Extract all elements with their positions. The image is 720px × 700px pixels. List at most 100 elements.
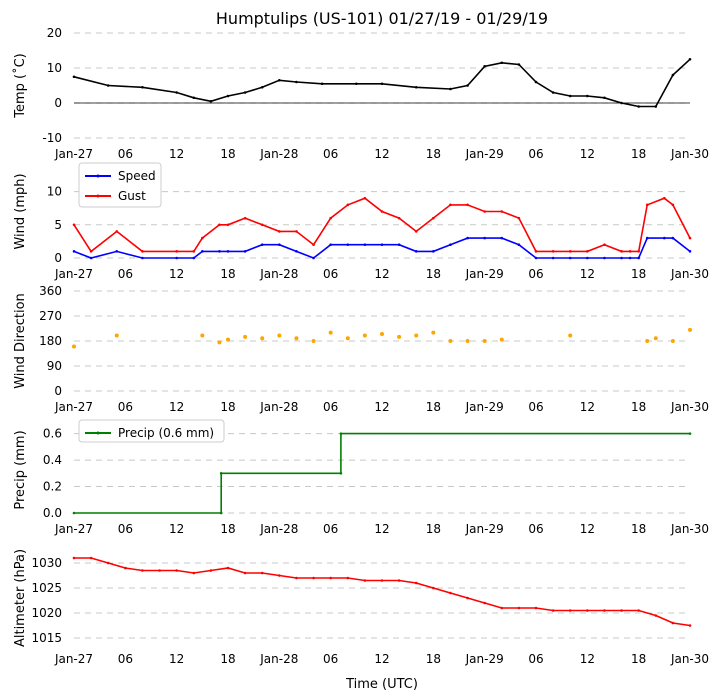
altimeter-point <box>141 569 144 572</box>
wind-point <box>89 250 93 253</box>
altimeter-point <box>671 621 675 625</box>
wind-xtick-label: 12 <box>169 267 184 281</box>
precip-series-precip-0-6-mm- <box>74 432 690 514</box>
altimeter-ytick-label: 1030 <box>31 556 62 570</box>
altimeter-point <box>449 591 452 595</box>
temp-ytick-label: -10 <box>42 131 62 145</box>
wind-series-speed <box>73 237 691 259</box>
direction-point <box>482 339 487 343</box>
wind-point <box>175 250 178 253</box>
wind-point <box>414 230 418 233</box>
altimeter-series-altimeter <box>74 557 691 627</box>
wind-point <box>663 196 666 200</box>
wind-xtick-label: 06 <box>528 267 543 281</box>
wind-point <box>226 223 230 227</box>
altimeter-point <box>175 569 178 572</box>
altimeter-point <box>260 571 264 575</box>
precip-point <box>219 511 223 515</box>
wind-point <box>414 250 418 253</box>
altimeter-point <box>192 571 196 575</box>
wind-point <box>517 216 521 220</box>
precip-ytick-label: 0.4 <box>43 453 62 467</box>
altimeter-point <box>568 609 572 612</box>
altimeter-point <box>295 576 298 580</box>
x-axis-label: Time (UTC) <box>345 677 418 692</box>
wind-point <box>432 216 435 220</box>
wind-point <box>115 230 119 233</box>
temp-point <box>586 94 589 98</box>
wind-ytick-label: 5 <box>54 218 62 232</box>
altimeter-xtick-label: 06 <box>528 652 543 666</box>
precip-legend-frame <box>78 419 225 443</box>
altimeter-point <box>483 601 486 605</box>
altimeter-point <box>654 614 658 617</box>
direction-ytick-label: 0 <box>54 384 62 398</box>
precip-legend: Precip (0.6 mm) <box>78 419 225 443</box>
wind-point <box>466 236 469 240</box>
wind-point <box>72 223 76 227</box>
temp-point <box>671 73 675 77</box>
direction-point <box>345 336 350 341</box>
wind-point <box>568 250 572 253</box>
wind-point <box>329 243 332 247</box>
altimeter-point <box>226 566 230 570</box>
wind-point <box>260 243 264 247</box>
wind-point <box>586 256 589 260</box>
temp-point <box>243 91 247 94</box>
wind-point <box>397 216 401 220</box>
wind-point <box>363 243 367 247</box>
wind-point <box>141 256 144 260</box>
altimeter-point <box>346 576 350 580</box>
altimeter-point <box>397 579 401 582</box>
wind-point <box>603 256 606 260</box>
direction-point <box>380 332 384 337</box>
wind-point <box>466 203 469 207</box>
altimeter-xtick-label: 12 <box>374 652 389 666</box>
altimeter-xtick-label: 12 <box>580 652 595 666</box>
wind-point <box>637 250 640 253</box>
temp-xtick-label: Jan-27 <box>54 147 93 161</box>
direction-point <box>200 333 205 338</box>
temp-xtick-label: 06 <box>118 147 133 161</box>
altimeter-xtick-label: 18 <box>220 652 235 666</box>
precip-xtick-label: Jan-28 <box>259 522 298 536</box>
direction-point <box>448 339 453 343</box>
wind-point <box>278 243 281 247</box>
altimeter-ytick-label: 1025 <box>31 581 62 595</box>
direction-ytick-label: 180 <box>39 334 62 348</box>
wind-point <box>201 236 204 240</box>
wind-xtick-label: 12 <box>580 267 595 281</box>
temp-point <box>355 82 358 86</box>
temp-point <box>637 105 640 108</box>
wind-point <box>688 236 692 240</box>
temp-xtick-label: 18 <box>426 147 441 161</box>
temp-point <box>320 82 324 86</box>
wind-point <box>620 250 623 253</box>
wind-point <box>586 250 589 253</box>
wind-series-gust <box>73 197 691 253</box>
wind-point <box>500 236 504 240</box>
wind-xtick-label: 06 <box>323 267 338 281</box>
altimeter-point <box>466 596 469 600</box>
altimeter-xtick-label: 18 <box>631 652 646 666</box>
direction-xtick-label: Jan-30 <box>670 400 709 414</box>
temp-ytick-label: 20 <box>47 26 62 40</box>
direction-point <box>568 333 573 338</box>
altimeter-xtick-label: 18 <box>426 652 441 666</box>
direction-xtick-label: 12 <box>374 400 389 414</box>
temp-ytick-label: 10 <box>47 61 62 75</box>
temp-xtick-label: 12 <box>169 147 184 161</box>
direction-point <box>217 340 222 345</box>
wind-point <box>449 243 452 247</box>
altimeter-point <box>209 569 213 572</box>
wind-point <box>637 256 640 260</box>
temp-ytick-label: 0 <box>54 96 62 110</box>
altimeter-point <box>158 569 161 572</box>
wind-xtick-label: Jan-30 <box>670 267 709 281</box>
altimeter-point <box>89 556 93 560</box>
direction-point <box>243 334 248 339</box>
direction-xtick-label: Jan-27 <box>54 400 93 414</box>
wind-point <box>295 250 298 253</box>
